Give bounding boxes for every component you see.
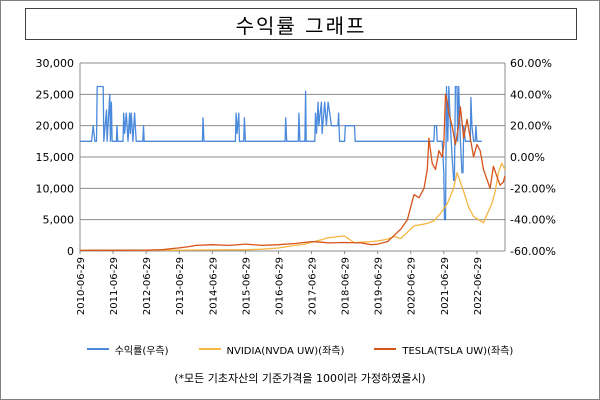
x-tick-label: 2022-06-29	[473, 257, 484, 315]
x-tick-label: 2017-06-29	[308, 257, 319, 315]
y-left-tick-label: 0	[67, 245, 74, 258]
legend-label-tesla: TESLA(TSLA UW)(좌측)	[402, 345, 514, 357]
legend-swatch-tesla	[374, 348, 397, 350]
y-left-tick-label: 15,000	[36, 151, 75, 164]
chart-footnote: (*모든 기초자산의 기준가격을 100이라 가정하였을시)	[174, 372, 426, 385]
x-tick-label: 2019-06-29	[374, 257, 385, 315]
x-tick-label: 2021-06-29	[440, 257, 451, 315]
legend-item-tesla: TESLA(TSLA UW)(좌측)	[374, 340, 513, 358]
y-left-tick-label: 5,000	[43, 214, 75, 227]
x-tick-label: 2018-06-29	[341, 257, 352, 315]
y-left-tick-label: 10,000	[36, 182, 75, 195]
y-right-tick-label: 0.00%	[510, 151, 545, 164]
legend-item-return: 수익률(우측)	[86, 340, 169, 358]
chart-legend: 수익률(우측) NVIDIA(NVDA UW)(좌측) TESLA(TSLA U…	[0, 340, 600, 358]
chart-title-box: 수익률 그래프	[25, 8, 577, 40]
series-line-nvidia	[79, 162, 506, 252]
legend-label-nvidia: NVIDIA(NVDA UW)(좌측)	[226, 345, 345, 357]
legend-item-nvidia: NVIDIA(NVDA UW)(좌측)	[198, 340, 345, 358]
y-left-tick-label: 20,000	[36, 120, 75, 133]
legend-swatch-return	[86, 348, 109, 350]
legend-swatch-nvidia	[198, 348, 221, 350]
x-tick-label: 2010-06-29	[76, 257, 87, 315]
y-right-tick-label: 60.00%	[510, 57, 552, 70]
y-right-tick-label: 20.00%	[510, 120, 552, 133]
y-right-tick-label: -20.00%	[510, 182, 556, 195]
y-right-tick-label: -60.00%	[510, 245, 556, 258]
series-line-return	[80, 85, 482, 221]
x-tick-label: 2013-06-29	[175, 257, 186, 315]
x-tick-label: 2020-06-29	[407, 257, 418, 315]
x-tick-label: 2014-06-29	[208, 257, 219, 315]
x-tick-label: 2015-06-29	[241, 257, 252, 315]
x-tick-label: 2011-06-29	[109, 257, 120, 315]
x-tick-label: 2012-06-29	[142, 257, 153, 315]
y-left-tick-label: 30,000	[36, 57, 75, 70]
series-line-tesla	[79, 93, 506, 252]
chart-title: 수익률 그래프	[235, 13, 367, 38]
x-tick-label: 2016-06-29	[274, 257, 285, 315]
legend-label-return: 수익률(우측)	[114, 345, 169, 357]
y-right-tick-label: 40.00%	[510, 88, 552, 101]
y-right-tick-label: -40.00%	[510, 214, 556, 227]
y-left-tick-label: 25,000	[36, 88, 75, 101]
